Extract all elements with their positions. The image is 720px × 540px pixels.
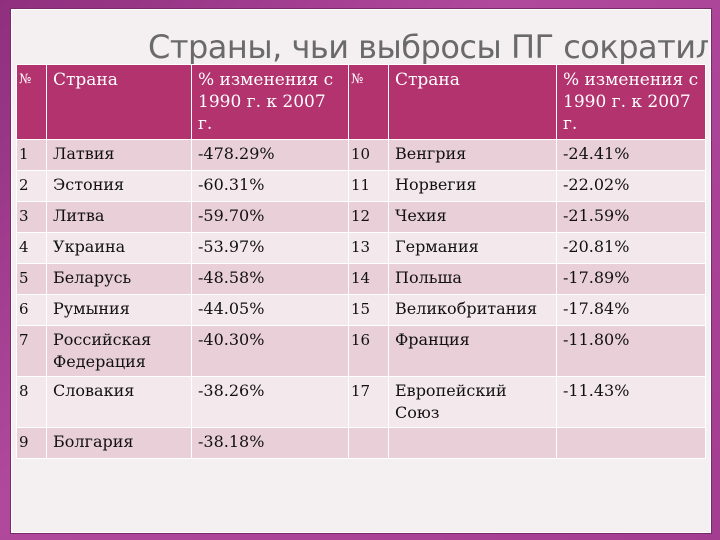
row-change-2: -24.41%: [557, 140, 706, 171]
row-country-2: Франция: [389, 326, 557, 377]
row-change: -478.29%: [192, 140, 349, 171]
row-country: Румыния: [47, 295, 192, 326]
row-number-2: 12: [349, 202, 389, 233]
table-row: 9 Болгария -38.18%: [17, 428, 706, 459]
row-change-2: -20.81%: [557, 233, 706, 264]
header-number: №: [17, 65, 47, 140]
header-change-2: % изменения с 1990 г. к 2007 г.: [557, 65, 706, 140]
row-number: 4: [17, 233, 47, 264]
row-change: -53.97%: [192, 233, 349, 264]
row-number: 2: [17, 171, 47, 202]
header-country-2: Страна: [389, 65, 557, 140]
row-country-2: Норвегия: [389, 171, 557, 202]
row-change: -44.05%: [192, 295, 349, 326]
row-number-2: 17: [349, 377, 389, 428]
table-row: 2 Эстония -60.31% 11 Норвегия -22.02%: [17, 171, 706, 202]
row-change-2: -11.80%: [557, 326, 706, 377]
row-number: 7: [17, 326, 47, 377]
row-country: Эстония: [47, 171, 192, 202]
row-change: -38.18%: [192, 428, 349, 459]
row-number-2: 10: [349, 140, 389, 171]
table-header-row: № Страна % изменения с 1990 г. к 2007 г.…: [17, 65, 706, 140]
row-number: 3: [17, 202, 47, 233]
row-change: -38.26%: [192, 377, 349, 428]
row-change: -60.31%: [192, 171, 349, 202]
row-number-2: [349, 428, 389, 459]
row-number: 9: [17, 428, 47, 459]
row-country: Украина: [47, 233, 192, 264]
row-number-2: 16: [349, 326, 389, 377]
row-change-2: [557, 428, 706, 459]
header-change: % изменения с 1990 г. к 2007 г.: [192, 65, 349, 140]
row-change-2: -17.89%: [557, 264, 706, 295]
row-change: -59.70%: [192, 202, 349, 233]
row-country: Латвия: [47, 140, 192, 171]
row-country-2: Великобритания: [389, 295, 557, 326]
row-number: 6: [17, 295, 47, 326]
table-row: 1 Латвия -478.29% 10 Венгрия -24.41%: [17, 140, 706, 171]
row-change-2: -11.43%: [557, 377, 706, 428]
header-country: Страна: [47, 65, 192, 140]
row-number-2: 13: [349, 233, 389, 264]
row-country-2: Германия: [389, 233, 557, 264]
row-number-2: 14: [349, 264, 389, 295]
row-change-2: -22.02%: [557, 171, 706, 202]
row-change: -40.30%: [192, 326, 349, 377]
table-row: 7 Российская Федерация -40.30% 16 Франция -11…: [17, 326, 706, 377]
row-country-2: [389, 428, 557, 459]
row-number: 8: [17, 377, 47, 428]
row-country: Литва: [47, 202, 192, 233]
row-country: Словакия: [47, 377, 192, 428]
emissions-table: № Страна % изменения с 1990 г. к 2007 г.…: [16, 64, 706, 459]
row-number-2: 11: [349, 171, 389, 202]
row-country-2: Венгрия: [389, 140, 557, 171]
row-change-2: -17.84%: [557, 295, 706, 326]
row-change-2: -21.59%: [557, 202, 706, 233]
header-number-2: №: [349, 65, 389, 140]
table-row: 4 Украина -53.97% 13 Германия -20.81%: [17, 233, 706, 264]
row-change: -48.58%: [192, 264, 349, 295]
table-row: 3 Литва -59.70% 12 Чехия -21.59%: [17, 202, 706, 233]
row-country-2: Чехия: [389, 202, 557, 233]
row-number: 5: [17, 264, 47, 295]
row-country-2: Европейский Союз: [389, 377, 557, 428]
row-country: Болгария: [47, 428, 192, 459]
row-country: Беларусь: [47, 264, 192, 295]
row-number-2: 15: [349, 295, 389, 326]
row-number: 1: [17, 140, 47, 171]
slide-title: Страны, чьи выбросы ПГ сократились: [148, 28, 708, 68]
table-row: 6 Румыния -44.05% 15 Великобритания -17.84%: [17, 295, 706, 326]
table-row: 8 Словакия -38.26% 17 Европейский Союз -11.43…: [17, 377, 706, 428]
row-country-2: Польша: [389, 264, 557, 295]
table-row: 5 Беларусь -48.58% 14 Польша -17.89%: [17, 264, 706, 295]
row-country: Российская Федерация: [47, 326, 192, 377]
